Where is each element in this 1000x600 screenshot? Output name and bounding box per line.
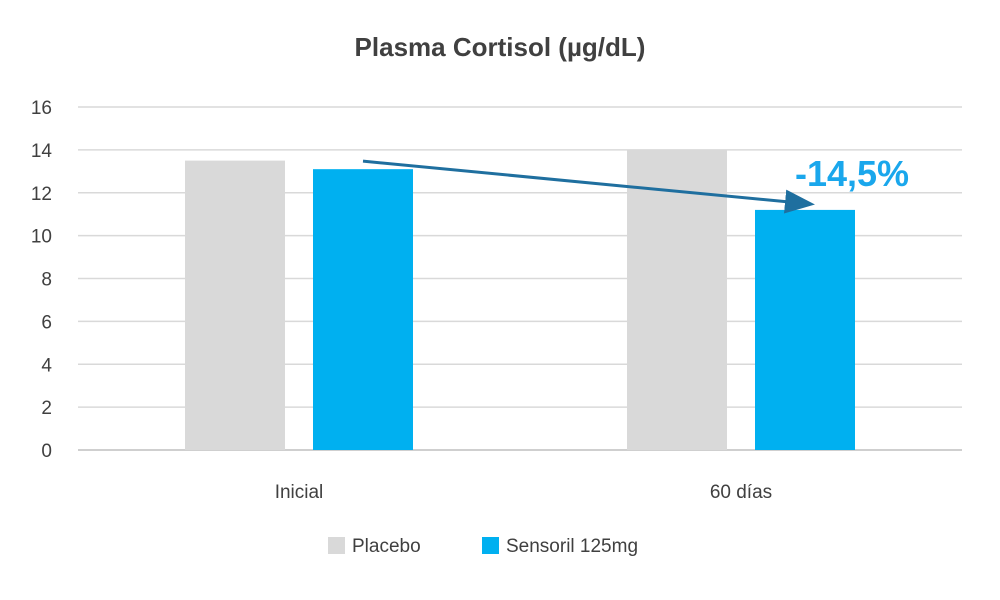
bar-placebo-1 [627,149,727,450]
y-tick-label: 6 [41,312,52,333]
y-tick-label: 8 [41,270,52,291]
bar-sensoril-0 [313,169,413,450]
chart-title: Plasma Cortisol (µg/dL) [355,32,646,62]
y-tick-label: 10 [31,227,52,248]
y-tick-label: 14 [31,141,53,162]
y-tick-label: 12 [31,184,52,205]
category-label: Inicial [275,482,324,503]
category-label: 60 días [710,482,772,503]
y-tick-label: 0 [41,441,52,462]
legend-label: Sensoril 125mg [506,536,638,557]
bars [185,149,855,450]
category-labels: Inicial 60 días [275,482,772,503]
y-axis-ticks: 0 2 4 6 8 10 12 14 16 [31,98,53,462]
y-tick-label: 4 [41,355,52,376]
y-tick-label: 2 [41,398,52,419]
legend-swatch [482,537,499,554]
percent-change-label: -14,5% [795,153,909,194]
legend-label: Placebo [352,536,421,557]
y-tick-label: 16 [31,98,52,119]
bar-sensoril-1 [755,209,855,450]
trend-arrow [362,159,815,214]
annotation: -14,5% [362,153,909,214]
bar-placebo-0 [185,160,285,450]
legend: Placebo Sensoril 125mg [328,536,638,557]
legend-swatch [328,537,345,554]
